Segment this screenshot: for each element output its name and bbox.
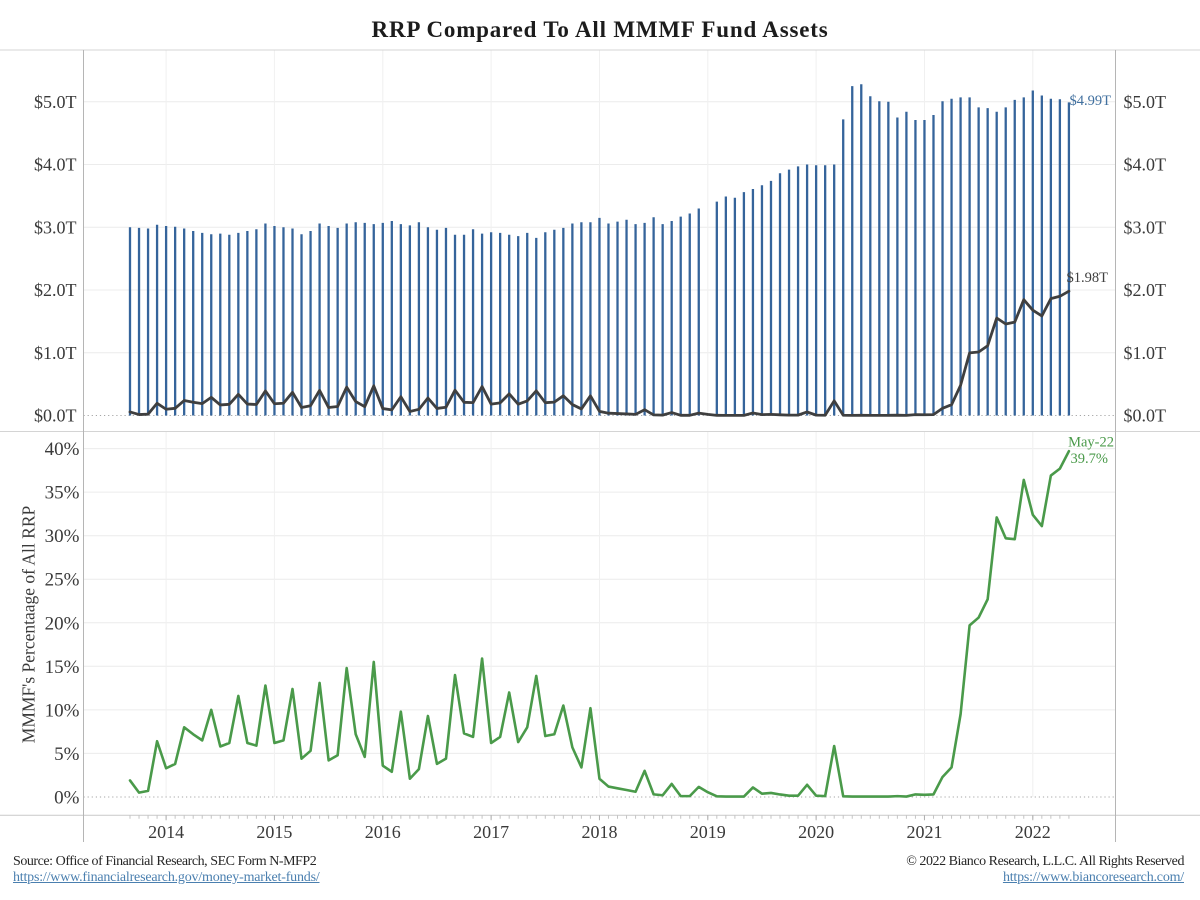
svg-text:$5.0T: $5.0T: [34, 92, 77, 112]
svg-text:$1.0T: $1.0T: [34, 343, 77, 363]
svg-text:$2.0T: $2.0T: [34, 280, 77, 300]
svg-text:35%: 35%: [45, 483, 80, 504]
svg-text:5%: 5%: [54, 744, 80, 765]
svg-text:May-22: May-22: [1068, 435, 1114, 451]
svg-text:2022: 2022: [1015, 822, 1051, 842]
svg-text:$4.99T: $4.99T: [1070, 93, 1112, 109]
svg-text:$4.0T: $4.0T: [1124, 155, 1167, 175]
svg-text:2018: 2018: [582, 822, 618, 842]
svg-text:15%: 15%: [45, 657, 80, 678]
svg-text:$2.0T: $2.0T: [1124, 280, 1167, 300]
svg-text:$1.98T: $1.98T: [1067, 270, 1109, 286]
svg-text:2019: 2019: [690, 822, 726, 842]
svg-text:40%: 40%: [45, 439, 80, 460]
svg-text:$0.0T: $0.0T: [34, 406, 77, 426]
svg-text:25%: 25%: [45, 570, 80, 591]
svg-text:30%: 30%: [45, 526, 80, 547]
svg-text:$3.0T: $3.0T: [1124, 217, 1167, 237]
svg-text:10%: 10%: [45, 700, 80, 721]
svg-text:$5.0T: $5.0T: [1124, 92, 1167, 112]
svg-text:2015: 2015: [256, 822, 292, 842]
svg-text:2016: 2016: [365, 822, 401, 842]
svg-text:20%: 20%: [45, 613, 80, 634]
svg-text:$1.0T: $1.0T: [1124, 343, 1167, 363]
svg-text:$3.0T: $3.0T: [34, 217, 77, 237]
svg-text:$0.0T: $0.0T: [1124, 406, 1167, 426]
svg-text:$4.0T: $4.0T: [34, 155, 77, 175]
svg-text:2020: 2020: [798, 822, 834, 842]
svg-text:0%: 0%: [54, 788, 80, 809]
svg-text:2014: 2014: [148, 822, 184, 842]
svg-text:2021: 2021: [907, 822, 943, 842]
svg-text:2017: 2017: [473, 822, 509, 842]
svg-text:39.7%: 39.7%: [1071, 451, 1108, 467]
